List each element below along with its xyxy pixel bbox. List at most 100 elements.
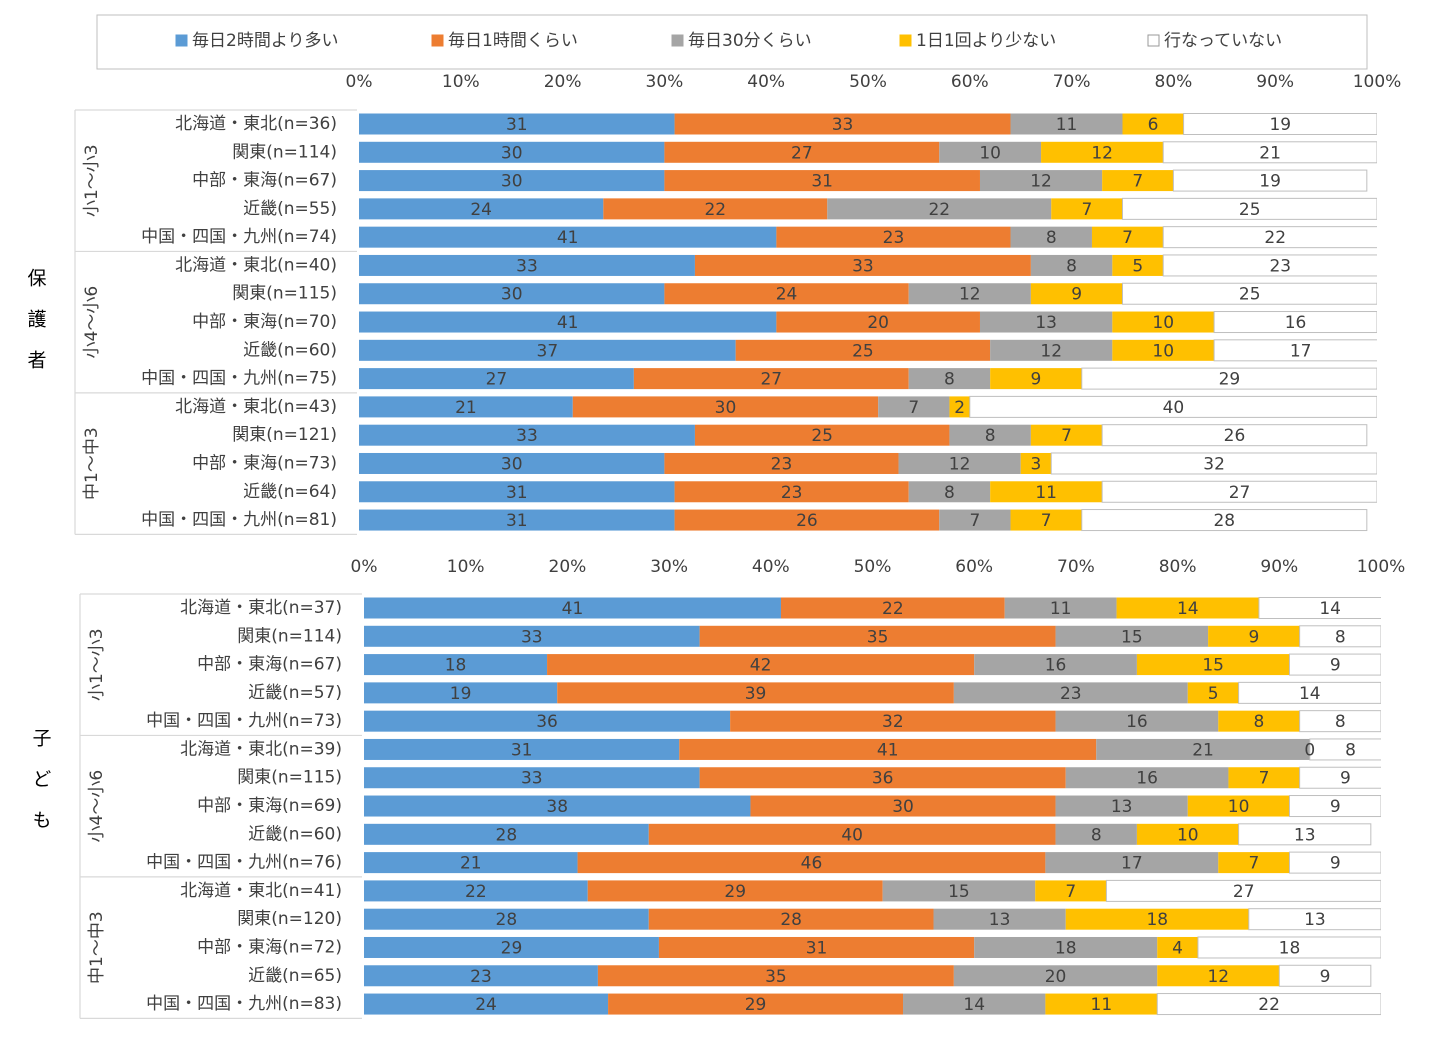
data-label: 32 <box>1203 454 1225 474</box>
data-label: 30 <box>501 454 523 474</box>
data-label: 9 <box>1320 967 1331 987</box>
bar-segment <box>1248 908 1381 931</box>
bar-segment <box>1299 710 1381 733</box>
data-label: 31 <box>806 938 828 958</box>
bar-segment <box>364 936 659 958</box>
data-label: 36 <box>536 712 558 732</box>
bar-segment <box>1055 823 1137 845</box>
data-label: 41 <box>557 228 579 248</box>
data-label: 28 <box>780 910 802 930</box>
data-label: 9 <box>1031 370 1042 390</box>
bar-segment <box>953 682 1188 704</box>
data-label: 19 <box>1269 115 1291 135</box>
bar-segment <box>1213 311 1377 334</box>
bar-segment <box>664 141 940 163</box>
bar-segment <box>949 424 1031 446</box>
data-label: 21 <box>460 854 482 874</box>
bar-segment <box>1172 169 1368 192</box>
bar-segment <box>633 368 909 390</box>
bar-segment <box>674 481 909 503</box>
data-label: 30 <box>501 172 523 192</box>
group-label: 小1～小3 <box>82 144 102 217</box>
legend-swatch <box>1147 34 1160 47</box>
data-label: 7 <box>1259 769 1270 789</box>
legend-label: 毎日2時間より多い <box>192 31 338 51</box>
bar-segment <box>1101 480 1377 503</box>
bar-segment <box>364 795 751 817</box>
bar-segment <box>1055 795 1188 817</box>
x-tick-label: 0% <box>346 72 373 92</box>
data-label: 4 <box>1172 938 1183 958</box>
data-label: 8 <box>1335 712 1346 732</box>
data-label: 31 <box>811 172 833 192</box>
data-label: 41 <box>557 313 579 333</box>
data-label: 27 <box>486 370 508 390</box>
data-label: 22 <box>465 882 487 902</box>
bar-segment <box>1136 823 1239 845</box>
data-label: 8 <box>1046 228 1057 248</box>
x-tick-label: 20% <box>549 557 587 577</box>
bar-segment <box>1020 452 1052 474</box>
x-tick-label: 10% <box>447 557 485 577</box>
bar-segment <box>359 226 777 248</box>
data-label: 27 <box>1233 882 1255 902</box>
bar-segment <box>1238 823 1372 846</box>
data-label: 40 <box>1163 398 1185 418</box>
data-label: 29 <box>745 995 767 1015</box>
legend-label: 毎日30分くらい <box>688 31 812 51</box>
bar-segment <box>1050 452 1377 475</box>
x-tick-label: 70% <box>1057 557 1095 577</box>
bar-segment <box>1218 852 1290 874</box>
data-label: 33 <box>516 256 538 276</box>
y-tick-label: 近畿(n=64) <box>243 482 337 502</box>
bar-segment <box>364 767 700 789</box>
bar-segment <box>990 339 1113 361</box>
bar-segment <box>908 481 991 503</box>
data-label: 19 <box>450 684 472 704</box>
data-label: 33 <box>516 426 538 446</box>
bar-segment <box>974 936 1158 958</box>
bar-segment <box>694 424 950 446</box>
bar-segment <box>1122 113 1184 135</box>
data-label: 9 <box>1330 656 1341 676</box>
data-label: 7 <box>1065 882 1076 902</box>
bar-segment <box>1065 908 1249 930</box>
data-label: 24 <box>475 995 497 1015</box>
bar-segment <box>1112 339 1215 361</box>
bar-segment <box>648 823 1056 845</box>
data-label: 21 <box>1259 143 1281 163</box>
bar-segment <box>735 339 991 361</box>
bar-segment <box>364 993 609 1015</box>
data-label: 22 <box>928 200 950 220</box>
legend-label: 1日1回より少ない <box>916 31 1056 51</box>
bar-segment <box>364 908 649 930</box>
data-label: 24 <box>470 200 492 220</box>
y-tick-label: 中国・四国・九州(n=76) <box>146 853 342 873</box>
group-label: 中1～中3 <box>87 911 107 984</box>
y-tick-label: 近畿(n=60) <box>248 824 342 844</box>
bar-segment <box>1055 625 1209 647</box>
bars <box>359 113 1377 532</box>
data-label: 26 <box>1224 426 1246 446</box>
x-tick-label: 50% <box>854 557 892 577</box>
y-tick-label: 関東(n=114) <box>237 626 342 646</box>
data-label: 29 <box>501 938 523 958</box>
data-label: 46 <box>801 854 823 874</box>
data-label: 8 <box>1254 712 1265 732</box>
y-tick-label: 北海道・東北(n=43) <box>175 397 337 417</box>
bar-segment <box>1081 509 1368 532</box>
y-tick-label: 近畿(n=65) <box>248 966 342 986</box>
data-label: 27 <box>1229 483 1251 503</box>
bar-segment <box>1213 339 1377 362</box>
y-tick-label: 北海道・東北(n=41) <box>180 881 342 901</box>
data-label: 28 <box>496 910 518 930</box>
data-label: 17 <box>1121 854 1143 874</box>
data-label: 39 <box>745 684 767 704</box>
data-label: 20 <box>1045 967 1067 987</box>
bar-segment <box>1010 226 1092 248</box>
data-label: 14 <box>1319 599 1341 619</box>
data-label: 27 <box>791 143 813 163</box>
bar-segment <box>1045 852 1219 874</box>
bar-segment <box>679 738 1097 760</box>
data-label: 29 <box>724 882 746 902</box>
